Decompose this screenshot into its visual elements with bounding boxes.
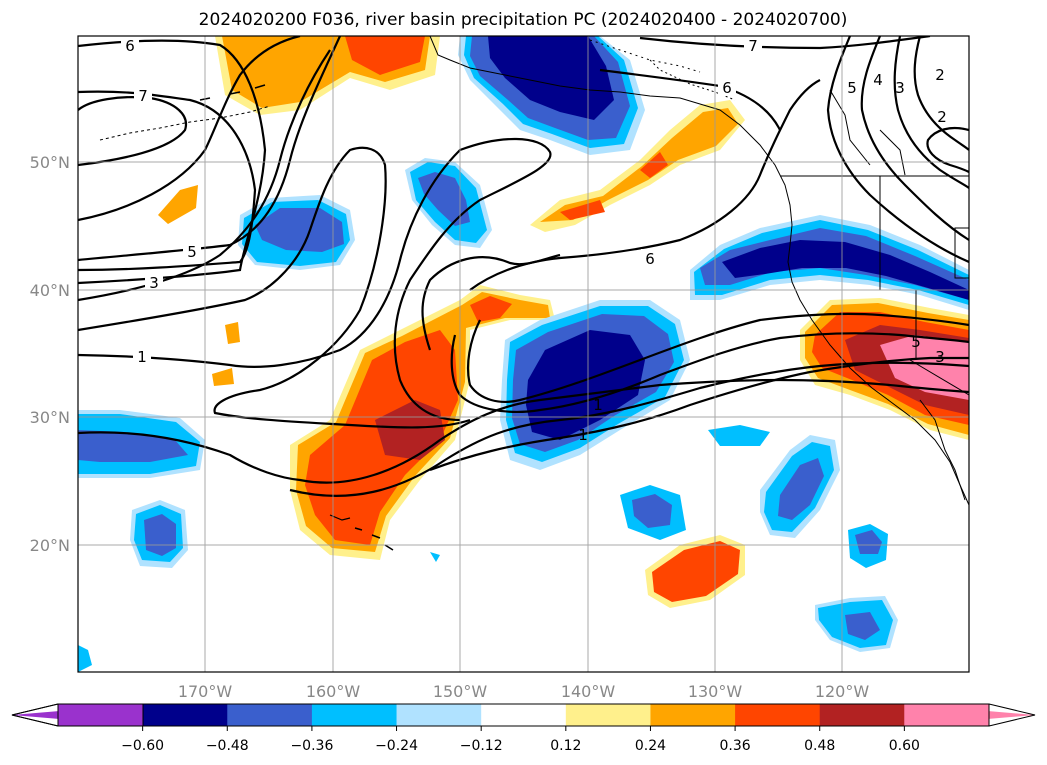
colorbar-tick-label: 0.48: [804, 738, 835, 754]
colorbar-segment: [311, 704, 398, 726]
lat-label-40n: 40°N: [30, 281, 70, 300]
contour-label: 5: [911, 333, 921, 351]
colorbar-segment: [58, 704, 143, 726]
contour-label: 5: [847, 79, 857, 97]
coastlines: [99, 36, 969, 551]
contour-label: 3: [895, 79, 905, 97]
contour-label: 7: [138, 87, 148, 105]
colorbar-segment: [735, 704, 821, 726]
colorbar-segment: [904, 704, 989, 726]
contour-label: 2: [935, 66, 945, 84]
map-title: 2024020200 F036, river basin precipitati…: [199, 10, 848, 30]
negative-anomaly-regions: [78, 36, 969, 672]
contour-label: 5: [187, 243, 197, 261]
contour-label: 1: [137, 348, 147, 366]
colorbar-segment: [819, 704, 905, 726]
colorbar-segment: [650, 704, 736, 726]
colorbar: −0.60 −0.48 −0.36 −0.24 −0.12 0.12 0.24 0.36 0.4…: [11, 703, 1036, 754]
colorbar-tick-label: 0.12: [550, 738, 581, 754]
colorbar-tick-label: −0.24: [375, 738, 418, 754]
lon-label-160w: 160°W: [306, 682, 361, 701]
colorbar-tick-label: −0.48: [206, 738, 249, 754]
contour-label: 6: [125, 37, 135, 55]
contour-label: 7: [748, 37, 758, 55]
contour-label: 6: [645, 250, 655, 268]
contour-label: 2: [937, 108, 947, 126]
contour-label: 1: [593, 396, 603, 414]
colorbar-tick-label: −0.60: [121, 738, 164, 754]
colorbar-segment: [481, 704, 567, 726]
map-area: 6 7 5 3 1 6 6 7 5 4 3 2 2 1 1 3 5: [78, 36, 969, 672]
lon-label-150w: 150°W: [433, 682, 488, 701]
map-frame: [77, 35, 970, 673]
colorbar-tick-label: 0.24: [635, 738, 666, 754]
contour-label: 3: [149, 274, 159, 292]
lat-label-20n: 20°N: [30, 536, 70, 555]
longitude-labels: 170°W 160°W 150°W 140°W 130°W 120°W: [178, 682, 870, 701]
colorbar-tick-label: −0.36: [290, 738, 333, 754]
gridlines: [78, 36, 969, 672]
colorbar-tick-label: 0.60: [889, 738, 920, 754]
contour-labels: 6 7 5 3 1 6 6 7 5 4 3 2 2 1 1 3 5: [121, 36, 947, 444]
lon-label-130w: 130°W: [688, 682, 743, 701]
lat-label-30n: 30°N: [30, 408, 70, 427]
lon-label-120w: 120°W: [815, 682, 870, 701]
positive-anomaly-regions: [158, 36, 969, 608]
contour-label: 3: [935, 348, 945, 366]
contour-label: 1: [578, 426, 588, 444]
colorbar-segment: [565, 704, 651, 726]
colorbar-tick-label: 0.36: [720, 738, 751, 754]
colorbar-segment: [396, 704, 482, 726]
colorbar-tick-label: −0.12: [460, 738, 503, 754]
lat-label-50n: 50°N: [30, 153, 70, 172]
colorbar-segment: [227, 704, 313, 726]
lon-label-170w: 170°W: [178, 682, 233, 701]
colorbar-segment: [142, 704, 228, 726]
contour-label: 6: [722, 79, 732, 97]
lon-label-140w: 140°W: [561, 682, 616, 701]
contour-label: 4: [873, 71, 883, 89]
latitude-labels: 50°N 40°N 30°N 20°N: [30, 153, 70, 555]
